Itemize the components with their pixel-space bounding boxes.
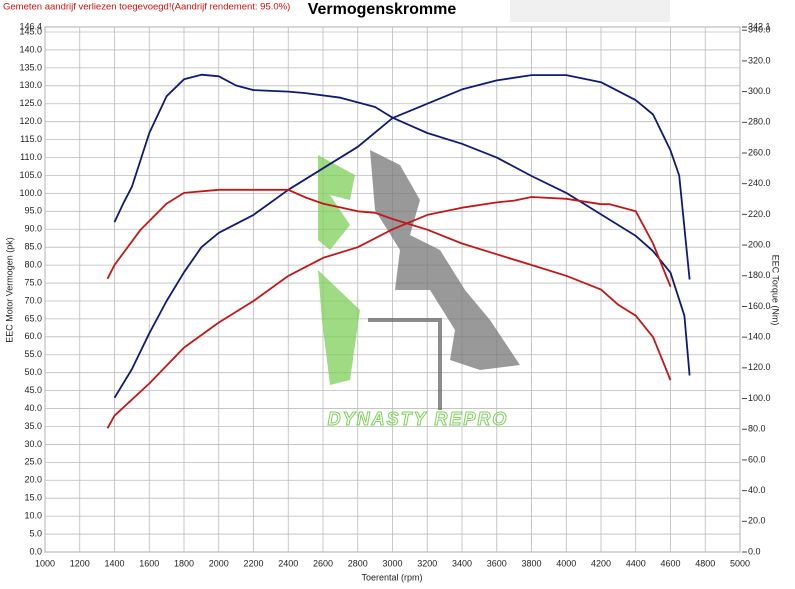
lines [106, 73, 691, 429]
x-tick-label: 2000 [209, 558, 229, 568]
y2-axis-label: EEC Torque (Nm) [771, 255, 781, 326]
y-tick-label: 140.0 [19, 44, 42, 54]
y-tick-label: 85.0 [24, 242, 42, 252]
x-tick-label: 1800 [174, 558, 194, 568]
series-line [113, 73, 691, 376]
y-tick-label: 146.4 [19, 21, 42, 31]
watermark: DYNASTY REPRO [328, 409, 509, 429]
y-tick-label: 60.0 [24, 331, 42, 341]
y-tick-label: 20.0 [24, 475, 42, 485]
x-tick-label: 3200 [417, 558, 437, 568]
x-tick-label: 3400 [452, 558, 472, 568]
y-tick-label: 55.0 [24, 349, 42, 359]
y2-tick-label: 120.0 [748, 362, 771, 372]
y2-tick-label: 220.0 [748, 209, 771, 219]
logo-green [318, 155, 360, 385]
y2-tick-label: 0.0 [748, 546, 761, 556]
y2-tick-label: 100.0 [748, 393, 771, 403]
y-tick-label: 130.0 [19, 80, 42, 90]
y-tick-label: 80.0 [24, 259, 42, 269]
x-tick-label: 5000 [730, 558, 750, 568]
y-tick-label: 35.0 [24, 421, 42, 431]
y2-tick-label: 160.0 [748, 301, 771, 311]
y-tick-label: 50.0 [24, 367, 42, 377]
logo [318, 150, 520, 410]
y2-tick-label: 80.0 [748, 424, 766, 434]
y-axis-label: EEC Motor Vermogen (pk) [4, 237, 14, 343]
x-tick-label: 4400 [626, 558, 646, 568]
y2-tick-label: 300.0 [748, 86, 771, 96]
y-tick-label: 125.0 [19, 98, 42, 108]
series-line [106, 196, 672, 429]
y-tick-label: 25.0 [24, 457, 42, 467]
y2-tick-label: 280.0 [748, 117, 771, 127]
x-tick-label: 2400 [278, 558, 298, 568]
y-tick-label: 120.0 [19, 116, 42, 126]
y-tick-label: 115.0 [20, 134, 42, 144]
x-tick-label: 4200 [591, 558, 611, 568]
grid [44, 26, 741, 553]
y-tick-label: 5.0 [29, 528, 42, 538]
y-tick-label: 70.0 [24, 295, 42, 305]
y-tick-label: 15.0 [24, 493, 42, 503]
x-tick-label: 1600 [139, 558, 159, 568]
y2-tick-label: 180.0 [748, 270, 771, 280]
header-box [510, 0, 670, 22]
x-tick-label: 4000 [556, 558, 576, 568]
y-tick-label: 30.0 [24, 439, 42, 449]
logo-gray [370, 150, 520, 370]
x-tick-label: 2800 [348, 558, 368, 568]
y-tick-label: 75.0 [24, 277, 42, 287]
y-tick-label: 105.0 [19, 170, 42, 180]
y2-tick-label: 260.0 [748, 147, 771, 157]
x-tick-label: 3000 [382, 558, 402, 568]
y-tick-label: 10.0 [24, 511, 42, 521]
y-tick-label: 90.0 [24, 224, 42, 234]
x-tick-label: 1200 [70, 558, 90, 568]
y-tick-label: 0.0 [29, 546, 42, 556]
x-tick-label: 1400 [104, 558, 124, 568]
y-tick-label: 65.0 [24, 313, 42, 323]
y2-tick-label: 40.0 [748, 485, 766, 495]
annotation: Gemeten aandrijf verliezen toegevoegd!(A… [3, 2, 290, 13]
x-tick-label: 3600 [487, 558, 507, 568]
series-line [106, 188, 672, 381]
y2-tick-label: 140.0 [748, 332, 771, 342]
x-tick-label: 3800 [521, 558, 541, 568]
logo-frame [368, 318, 442, 410]
x-tick-label: 4600 [660, 558, 680, 568]
y2-tick-label: 200.0 [748, 239, 771, 249]
y2-tick-label: 320.0 [748, 55, 771, 65]
y-tick-label: 145.0 [19, 26, 42, 36]
y-tick-label: 40.0 [24, 403, 42, 413]
x-tick-label: 2600 [313, 558, 333, 568]
y-tick-label: 135.0 [19, 62, 42, 72]
x-tick-label: 2200 [243, 558, 263, 568]
chart-title: Vermogenskromme [308, 1, 457, 18]
y-tick-label: 45.0 [24, 385, 42, 395]
y-tick-label: 110.0 [20, 152, 42, 162]
y2-tick-label: 340.0 [748, 25, 771, 35]
y-tick-label: 100.0 [19, 188, 42, 198]
y2-tick-label: 342.1 [748, 21, 771, 31]
y-tick-label: 95.0 [24, 206, 42, 216]
y2-tick-label: 60.0 [748, 454, 766, 464]
x-tick-label: 1000 [35, 558, 55, 568]
y2-tick-label: 20.0 [748, 516, 766, 526]
y2-tick-label: 240.0 [748, 178, 771, 188]
x-tick-label: 4800 [695, 558, 715, 568]
series-line [113, 74, 691, 399]
x-axis-label: Toerental (rpm) [361, 572, 422, 582]
